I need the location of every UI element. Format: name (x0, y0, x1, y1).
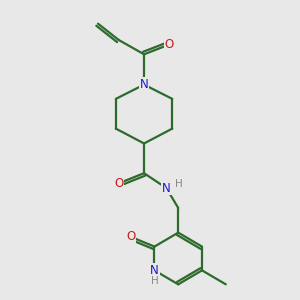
Text: N: N (162, 182, 171, 194)
Text: N: N (150, 264, 159, 277)
Text: O: O (114, 177, 123, 190)
Text: H: H (151, 276, 158, 286)
Text: H: H (175, 179, 183, 190)
Text: O: O (126, 230, 135, 243)
Text: N: N (140, 78, 148, 91)
Text: O: O (165, 38, 174, 51)
